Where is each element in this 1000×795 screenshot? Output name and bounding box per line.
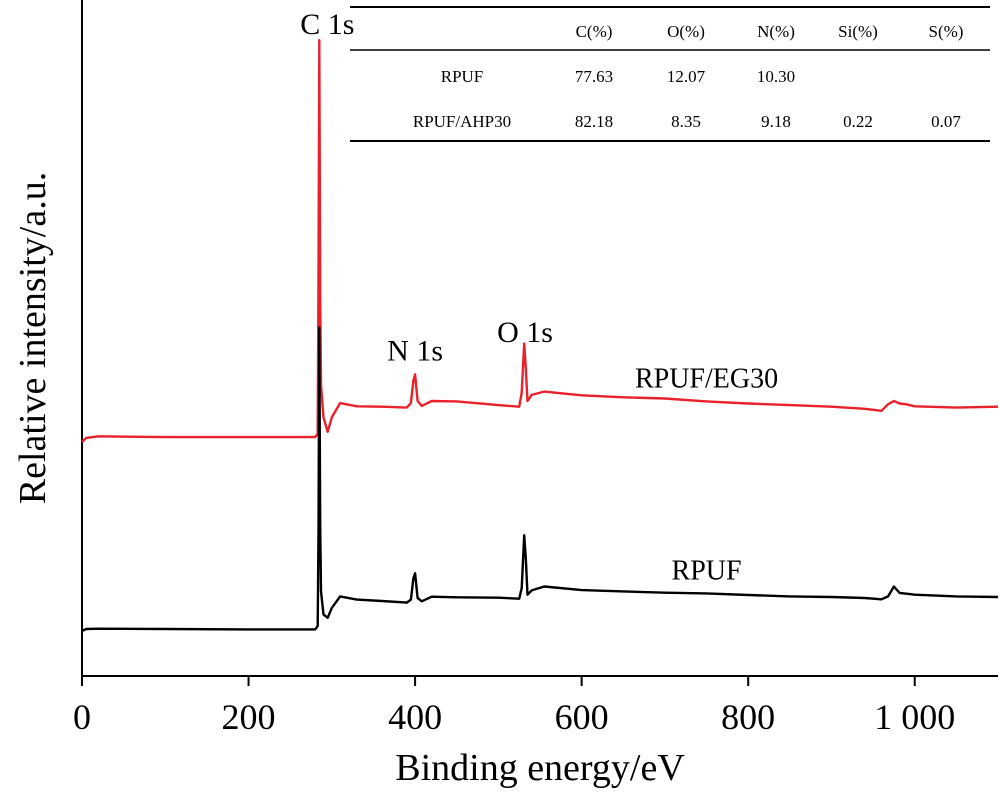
table-cell: 0.22 xyxy=(843,112,873,131)
series-label: RPUF xyxy=(672,555,742,586)
x-tick-label: 1 000 xyxy=(874,697,955,737)
table-cell: 0.07 xyxy=(931,112,961,131)
peak-label: N 1s xyxy=(387,334,443,367)
series-labels: RPUF/EG30 RPUF xyxy=(635,363,778,586)
x-tick-label: 800 xyxy=(721,697,775,737)
table-cell: 9.18 xyxy=(761,112,791,131)
peak-labels: C 1s N 1s O 1s xyxy=(300,8,553,367)
x-tick-label: 600 xyxy=(555,697,609,737)
y-axis-title: Relative intensity/a.u. xyxy=(12,172,54,504)
x-axis-title: Binding energy/eV xyxy=(395,747,685,789)
x-tick-label: 0 xyxy=(73,697,91,737)
table-header-cell: O(%) xyxy=(667,22,705,41)
x-tick-label: 200 xyxy=(222,697,276,737)
table-cell: 82.18 xyxy=(575,112,613,131)
table-cell: RPUF xyxy=(441,67,484,86)
inset-table: C(%) O(%) N(%) Si(%) S(%) RPUF 77.63 12.07 10.30… xyxy=(350,6,990,142)
table-cell: RPUF/AHP30 xyxy=(413,112,511,131)
table-cell: 12.07 xyxy=(667,67,706,86)
table-header-cell: C(%) xyxy=(576,22,613,41)
table-cells: C(%) O(%) N(%) Si(%) S(%) RPUF 77.63 12.07 10.30… xyxy=(413,22,964,131)
series-line-rpuf xyxy=(81,326,999,633)
table-header-cell: N(%) xyxy=(757,22,795,41)
axes xyxy=(81,0,998,677)
table-cell: 8.35 xyxy=(671,112,701,131)
series-label: RPUF/EG30 xyxy=(635,363,778,394)
table-header-cell: Si(%) xyxy=(838,22,878,41)
peak-label: C 1s xyxy=(300,8,354,41)
table-header-cell: S(%) xyxy=(929,22,964,41)
x-ticks: 0 200 400 600 800 1 000 xyxy=(73,676,955,737)
series-lines xyxy=(81,39,999,633)
table-cell: 10.30 xyxy=(757,67,795,86)
series-line-rpuf-eg30 xyxy=(81,39,999,443)
x-tick-label: 400 xyxy=(388,697,442,737)
peak-label: O 1s xyxy=(497,316,553,349)
table-cell: 77.63 xyxy=(575,67,613,86)
